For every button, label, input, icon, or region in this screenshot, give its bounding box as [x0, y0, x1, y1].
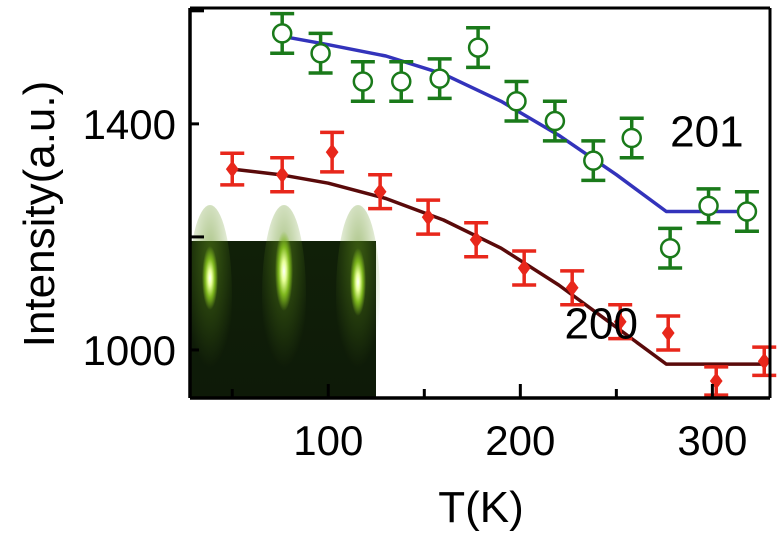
data-point-200-9	[661, 324, 675, 342]
data-point-201-9	[621, 127, 642, 149]
data-point-201-6	[506, 91, 527, 112]
data-point-201-7	[544, 110, 566, 132]
data-point-201-8	[583, 150, 604, 171]
x-tick-label: 300	[677, 417, 747, 464]
data-markers	[225, 23, 771, 390]
data-point-201-11	[698, 195, 719, 217]
data-point-201-1	[310, 42, 331, 64]
data-point-200-3	[373, 183, 387, 201]
y-tick-label: 1000	[83, 327, 176, 374]
data-point-200-8	[613, 313, 627, 331]
series-label-0: 201	[670, 107, 743, 156]
x-tick-label: 200	[485, 417, 555, 464]
y-axis-title: Intensity(a.u.)	[15, 81, 64, 348]
y-tick-label: 1400	[83, 101, 176, 148]
data-point-200-5	[469, 231, 483, 249]
data-point-201-0	[271, 23, 293, 44]
data-point-201-4	[429, 68, 450, 89]
data-point-201-10	[659, 237, 681, 259]
fit-curve-0	[281, 34, 747, 214]
data-point-201-2	[352, 71, 374, 92]
x-axis-title: T(K)	[438, 483, 524, 532]
data-point-200-11	[757, 352, 771, 370]
data-point-200-0	[225, 160, 239, 178]
data-point-200-4	[421, 208, 435, 226]
x-tick-label: 100	[293, 417, 363, 464]
data-point-201-12	[736, 201, 758, 222]
data-point-200-6	[517, 259, 531, 277]
data-point-200-2	[325, 143, 339, 161]
fit-curves	[232, 34, 765, 366]
inset-diffraction-image	[188, 205, 380, 398]
series-labels: 201 200	[565, 107, 744, 348]
data-point-200-7	[565, 279, 579, 297]
axes	[188, 6, 772, 400]
fit-curve-1	[232, 167, 765, 366]
data-point-200-1	[275, 166, 289, 184]
data-point-201-3	[391, 71, 412, 92]
tick-labels: 100 200 300 1000 1400	[83, 101, 748, 464]
series-label-1: 200	[565, 300, 638, 349]
data-point-201-5	[467, 37, 489, 58]
